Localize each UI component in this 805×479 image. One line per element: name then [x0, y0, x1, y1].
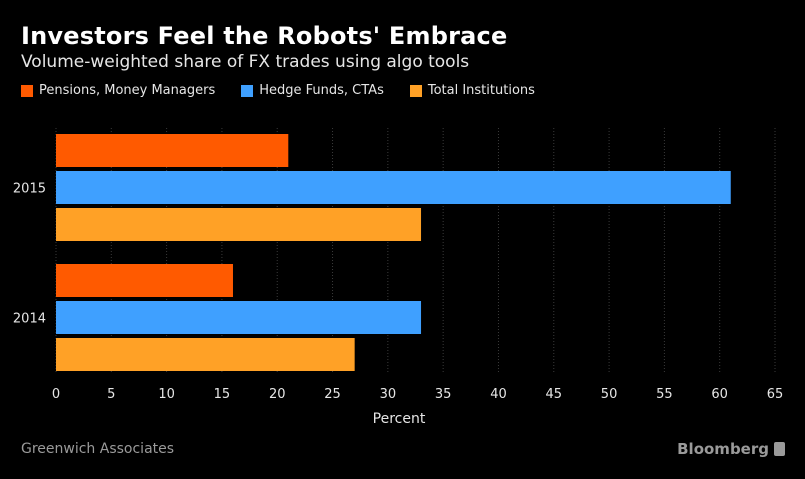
- x-tick-label: 35: [435, 387, 452, 402]
- x-tick-label: 10: [158, 387, 175, 402]
- x-tick-label: 45: [545, 387, 562, 402]
- x-tick-label: 40: [490, 387, 507, 402]
- x-axis-labels: 0 5 10 15 20 25 30 35 40 45 50 55 60 65: [52, 387, 783, 402]
- x-tick-label: 60: [711, 387, 728, 402]
- legend-label-hedge-funds: Hedge Funds, CTAs: [259, 83, 384, 98]
- x-tick-label: 55: [656, 387, 673, 402]
- legend-swatch-pensions: [21, 84, 33, 97]
- legend-label-pensions: Pensions, Money Managers: [39, 83, 216, 98]
- legend-item-pensions: Pensions, Money Managers: [21, 83, 215, 98]
- chart-subtitle: Volume-weighted share of FX trades using…: [21, 52, 470, 72]
- legend-label-total-institutions: Total Institutions: [427, 83, 535, 98]
- legend-item-hedge-funds: Hedge Funds, CTAs: [241, 83, 384, 98]
- x-tick-label: 25: [324, 387, 341, 402]
- source-note: Greenwich Associates: [21, 441, 175, 457]
- x-tick-label: 15: [214, 387, 231, 402]
- bar-total-institutions-2014: [56, 338, 355, 371]
- legend-swatch-total-institutions: [409, 84, 422, 97]
- brand-name: Bloomberg: [677, 440, 769, 458]
- x-tick-label: 0: [52, 387, 60, 402]
- bar-hedge-funds-ctas-2014: [56, 301, 422, 334]
- bars: [56, 134, 731, 371]
- bar-pensions-money-managers-2014: [56, 264, 233, 297]
- x-tick-label: 20: [269, 387, 286, 402]
- y-category-label: 2015: [13, 182, 46, 197]
- bar-pensions-money-managers-2015: [56, 134, 289, 167]
- legend: Pensions, Money Managers Hedge Funds, CT…: [21, 83, 535, 98]
- chart-title: Investors Feel the Robots' Embrace: [21, 22, 508, 50]
- bar-hedge-funds-ctas-2015: [56, 171, 731, 204]
- x-axis-title: Percent: [373, 411, 426, 427]
- x-tick-label: 65: [767, 387, 784, 402]
- brand-logo: Bloomberg: [677, 440, 785, 458]
- x-tick-label: 50: [601, 387, 618, 402]
- legend-item-total-institutions: Total Institutions: [409, 83, 535, 98]
- bar-total-institutions-2015: [56, 208, 422, 241]
- y-axis-labels: 2015 2014: [13, 182, 46, 327]
- legend-swatch-hedge-funds: [241, 84, 254, 97]
- x-tick-label: 5: [107, 387, 115, 402]
- y-category-label: 2014: [13, 312, 46, 327]
- bloomberg-chart-icon: [774, 442, 785, 456]
- x-tick-label: 30: [380, 387, 397, 402]
